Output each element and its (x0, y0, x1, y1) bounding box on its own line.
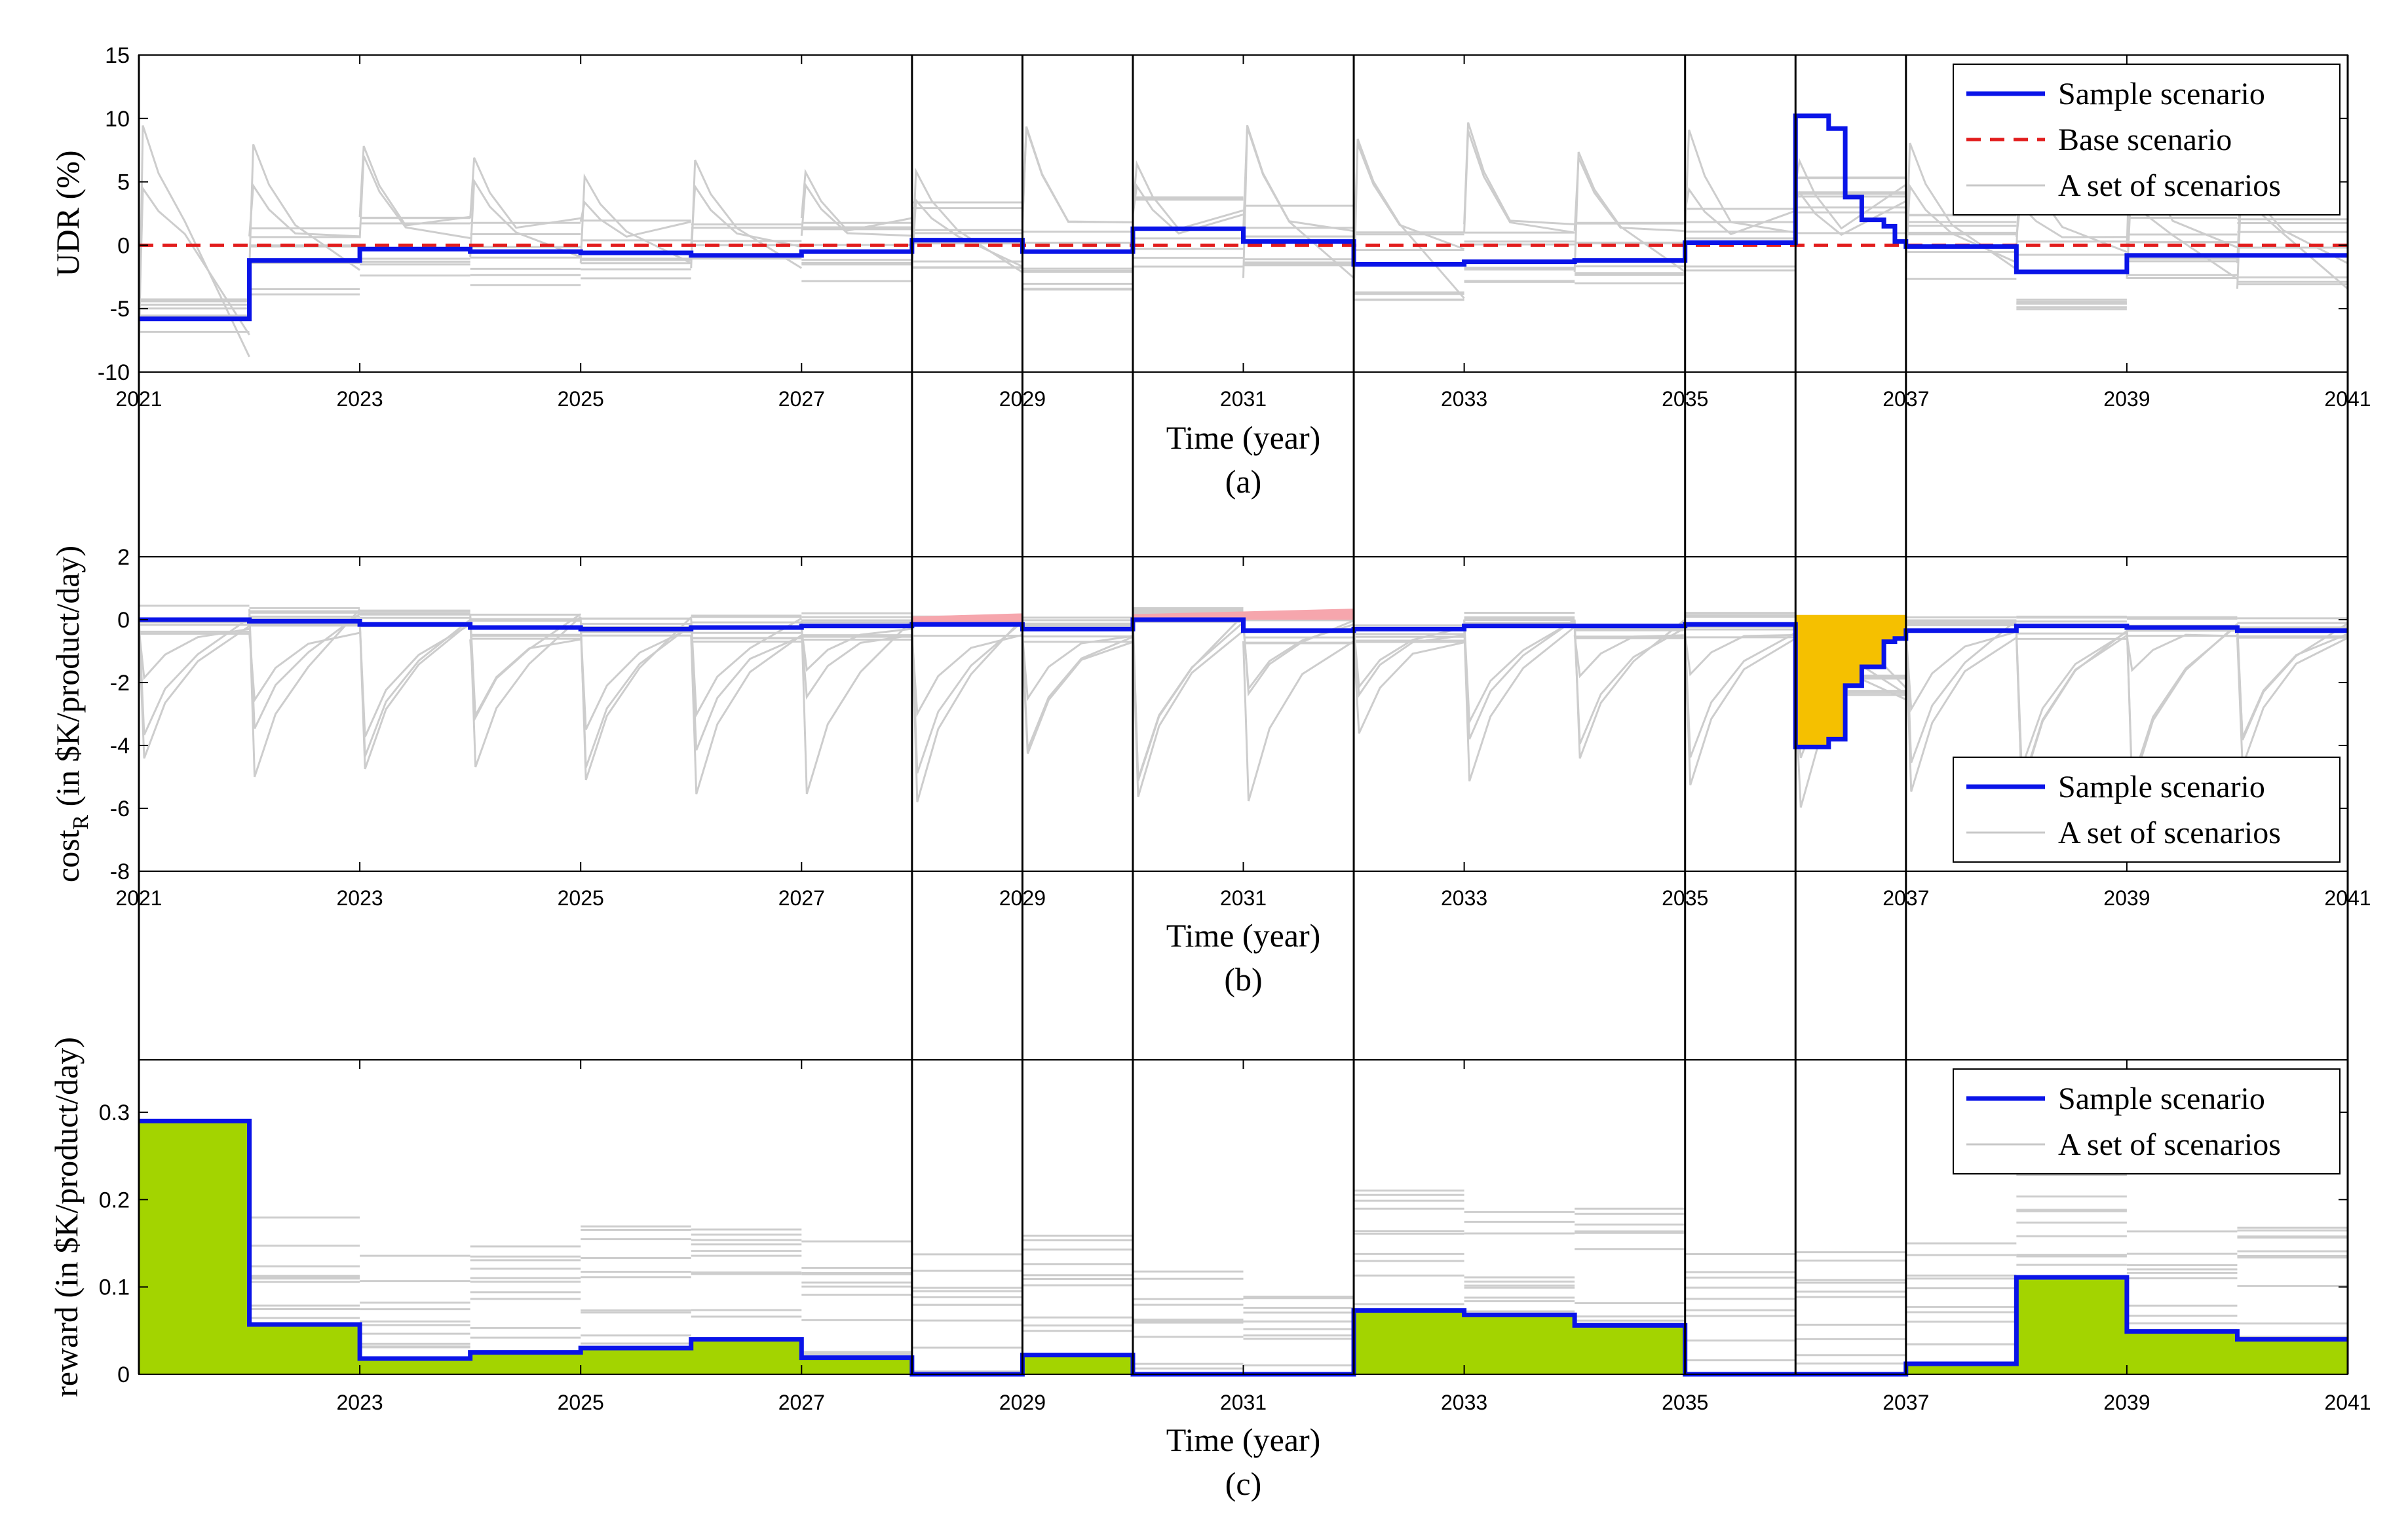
x-tick-label: 2025 (558, 1391, 604, 1414)
y-axis-label: costR (in $K/product/day) (49, 546, 93, 882)
x-tick-label: 2025 (558, 886, 604, 910)
y-tick-label: -10 (98, 360, 130, 385)
y-tick-label: 0.3 (99, 1100, 130, 1125)
x-tick-label: 2023 (337, 387, 383, 411)
x-tick-label: 2029 (999, 1391, 1046, 1414)
y-axis-label-group: reward (in $K/product/day) (48, 1037, 85, 1397)
x-tick-label: 2023 (337, 1391, 383, 1414)
legend-label: A set of scenarios (2058, 168, 2281, 203)
y-axis-label: reward (in $K/product/day) (48, 1037, 85, 1397)
y-tick-label: 0.1 (99, 1275, 130, 1300)
y-axis-label: UDR (%) (49, 150, 86, 276)
y-tick-label: 0 (117, 1362, 130, 1387)
x-axis-label: Time (year) (1166, 917, 1321, 954)
legend-label: A set of scenarios (2058, 816, 2281, 850)
x-tick-label: 2031 (1220, 1391, 1267, 1414)
y-tick-label: 0 (117, 233, 130, 258)
x-tick-label: 2033 (1441, 1391, 1487, 1414)
x-tick-label: 2039 (2103, 387, 2150, 411)
legend-box (1953, 1068, 2341, 1174)
panel-caption: (a) (1225, 463, 1262, 500)
panel-a: 2021 2023 2025 2027 2029 2031 2033 2035 2037 2039… (49, 43, 2371, 500)
x-tick-label: 2041 (2324, 1391, 2371, 1414)
panel-caption: (b) (1224, 961, 1262, 998)
x-tick-label: 2031 (1220, 886, 1267, 910)
x-tick-label: 2035 (1662, 1391, 1708, 1414)
x-tick-label: 2037 (1882, 1391, 1929, 1414)
legend-label: A set of scenarios (2058, 1127, 2281, 1162)
legend-label: Sample scenario (2058, 770, 2265, 804)
x-axis-label: Time (year) (1166, 419, 1321, 456)
y-tick-label: -6 (110, 797, 130, 821)
legend: Sample scenario A set of scenarios (1953, 1068, 2341, 1174)
x-tick-label: 2033 (1441, 387, 1487, 411)
x-tick-label: 2027 (778, 886, 825, 910)
x-tick-label: 2033 (1441, 886, 1487, 910)
highlight-window-lines (138, 55, 2349, 1374)
legend: Sample scenario A set of scenarios (1953, 757, 2341, 863)
y-tick-label: -5 (110, 297, 130, 322)
gain-fill-0 (911, 613, 1023, 625)
legend: Sample scenario Base scenario A set of sce… (1953, 64, 2341, 216)
y-axis-label-group: costR (in $K/product/day) (49, 546, 93, 882)
y-tick-label: 0.2 (99, 1188, 130, 1212)
x-tick-label: 2027 (778, 1391, 825, 1414)
y-tick-label: 10 (105, 107, 130, 132)
y-axis-label-group: UDR (%) (49, 150, 86, 276)
gain-fill-1 (1132, 609, 1354, 620)
x-axis-label: Time (year) (1166, 1421, 1321, 1458)
legend-label: Base scenario (2058, 122, 2232, 157)
legend-label: Sample scenario (2058, 77, 2265, 111)
x-tick-label: 2027 (778, 387, 825, 411)
panel-c: 2023 2025 2027 2029 2031 2033 2035 2037 2039 2041… (48, 1037, 2371, 1502)
y-tick-label: -8 (110, 859, 130, 884)
legend-box (1953, 757, 2341, 863)
x-tick-label: 2031 (1220, 387, 1267, 411)
x-tick-label: 2023 (337, 886, 383, 910)
y-tick-label: 5 (117, 170, 130, 195)
y-tick-label: 15 (105, 43, 130, 68)
x-tick-label: 2039 (2103, 1391, 2150, 1414)
legend-box (1953, 64, 2341, 216)
y-tick-label: 2 (117, 545, 130, 570)
y-tick-label: -2 (110, 671, 130, 696)
y-tick-label: -4 (110, 734, 130, 759)
loss-fill (1795, 614, 1906, 747)
y-tick-label: 0 (117, 608, 130, 633)
panel-caption: (c) (1225, 1465, 1262, 1502)
x-tick-label: 2025 (558, 387, 604, 411)
legend-label: Sample scenario (2058, 1081, 2265, 1116)
x-tick-label: 2039 (2103, 886, 2150, 910)
panel-b: 2021 2023 2025 2027 2029 2031 2033 2035 2037 2039… (49, 545, 2371, 998)
sample-scenario-line (139, 113, 2348, 322)
